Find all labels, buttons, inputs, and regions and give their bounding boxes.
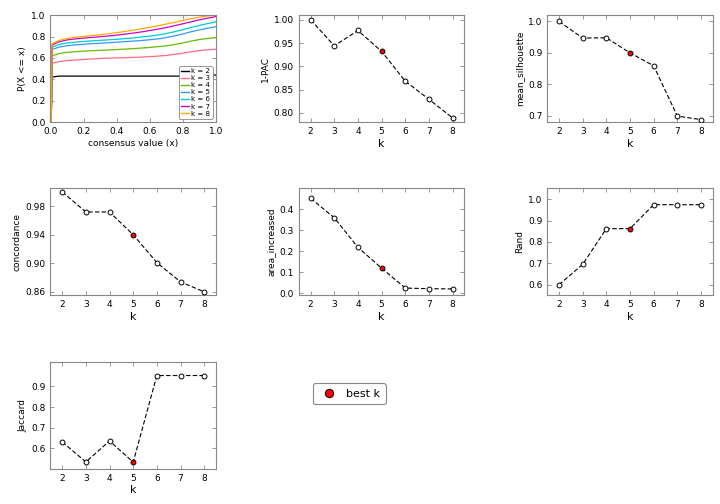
- X-axis label: k: k: [626, 139, 634, 149]
- Y-axis label: Jaccard: Jaccard: [18, 399, 27, 432]
- X-axis label: consensus value (x): consensus value (x): [88, 139, 179, 148]
- X-axis label: k: k: [130, 485, 137, 495]
- X-axis label: k: k: [378, 312, 385, 322]
- Y-axis label: 1-PAC: 1-PAC: [261, 55, 270, 82]
- Y-axis label: concordance: concordance: [12, 213, 22, 271]
- Y-axis label: area_increased: area_increased: [266, 208, 275, 276]
- Legend: best k: best k: [312, 384, 385, 404]
- Legend: k = 2, k = 3, k = 4, k = 5, k = 6, k = 7, k = 8: k = 2, k = 3, k = 4, k = 5, k = 6, k = 7…: [179, 66, 212, 118]
- Y-axis label: mean_silhouette: mean_silhouette: [515, 31, 523, 106]
- Y-axis label: P(X <= x): P(X <= x): [18, 46, 27, 91]
- X-axis label: k: k: [130, 312, 137, 322]
- Y-axis label: Rand: Rand: [515, 230, 523, 254]
- X-axis label: k: k: [378, 139, 385, 149]
- X-axis label: k: k: [626, 312, 634, 322]
